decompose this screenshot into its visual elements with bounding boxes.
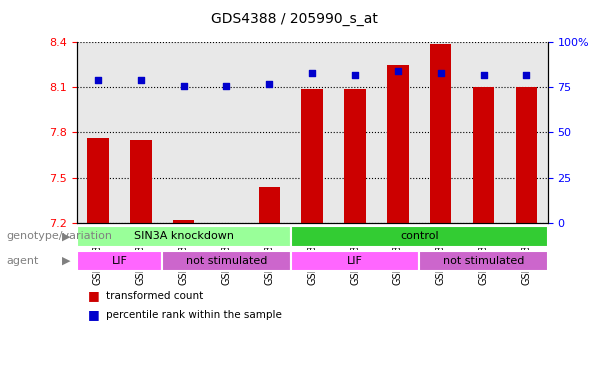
Text: agent: agent — [6, 256, 38, 266]
Text: GDS4388 / 205990_s_at: GDS4388 / 205990_s_at — [211, 12, 378, 25]
Point — [522, 72, 531, 78]
Point — [93, 77, 102, 83]
Point — [307, 70, 317, 76]
FancyBboxPatch shape — [419, 251, 548, 271]
Text: control: control — [400, 231, 439, 241]
Text: not stimulated: not stimulated — [443, 256, 524, 266]
FancyBboxPatch shape — [291, 226, 548, 247]
Text: ▶: ▶ — [62, 231, 71, 241]
Bar — [130, 140, 151, 223]
Bar — [302, 89, 323, 223]
FancyBboxPatch shape — [162, 251, 291, 271]
Bar — [259, 187, 280, 223]
FancyBboxPatch shape — [291, 251, 419, 271]
Text: LIF: LIF — [347, 256, 363, 266]
Point — [264, 81, 274, 87]
Text: percentile rank within the sample: percentile rank within the sample — [106, 310, 282, 320]
FancyBboxPatch shape — [77, 226, 291, 247]
Bar — [473, 88, 494, 223]
Bar — [173, 220, 194, 223]
Bar — [515, 88, 537, 223]
Text: ■: ■ — [88, 289, 100, 302]
Bar — [387, 65, 409, 223]
Text: transformed count: transformed count — [106, 291, 203, 301]
Text: genotype/variation: genotype/variation — [6, 231, 112, 241]
Point — [350, 72, 360, 78]
Point — [179, 83, 188, 89]
Point — [222, 83, 231, 89]
Point — [436, 70, 445, 76]
Point — [393, 68, 402, 74]
Bar — [345, 89, 366, 223]
Text: not stimulated: not stimulated — [186, 256, 267, 266]
FancyBboxPatch shape — [77, 251, 162, 271]
Point — [136, 77, 145, 83]
Text: SIN3A knockdown: SIN3A knockdown — [134, 231, 234, 241]
Text: ▶: ▶ — [62, 256, 71, 266]
Bar — [430, 44, 451, 223]
Text: LIF: LIF — [111, 256, 127, 266]
Point — [479, 72, 488, 78]
Text: ■: ■ — [88, 308, 100, 321]
Bar — [87, 139, 109, 223]
